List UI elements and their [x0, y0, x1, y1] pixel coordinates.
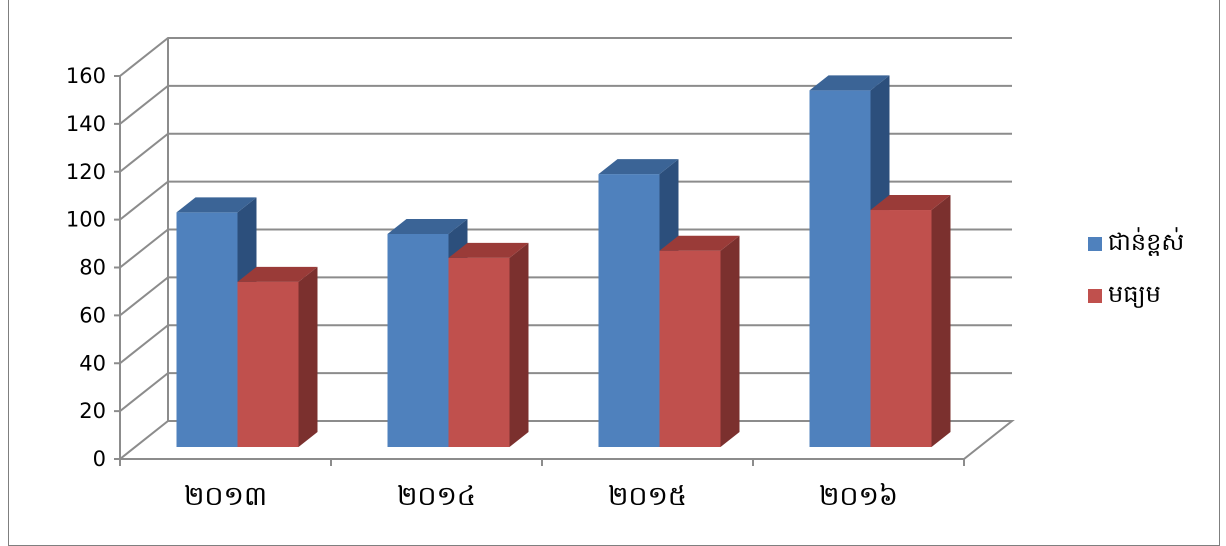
- legend-item-series-1: ជាន់ខ្ពស់: [1088, 228, 1184, 260]
- bar-front: [809, 90, 871, 448]
- legend-label-series-2: មធ្យម: [1108, 279, 1161, 308]
- y-tick-label: 80: [79, 256, 106, 280]
- axes: [114, 38, 965, 466]
- bar-side: [720, 235, 740, 447]
- bar-side: [931, 195, 951, 447]
- x-tick-label: ២០១៦: [819, 481, 898, 512]
- bar-top: [237, 266, 318, 282]
- bar-មធ្យម-២០១៤: [448, 242, 529, 447]
- y-axis-tick-labels: 0 20 40 60 80 100 120 140 160: [66, 64, 106, 471]
- bar-top: [176, 197, 257, 213]
- x-tick-label: ២០១៥: [608, 481, 687, 512]
- bar-top: [659, 235, 740, 251]
- bar-front: [237, 281, 299, 447]
- bar-top: [598, 159, 679, 175]
- y-tick-label: 20: [79, 399, 106, 423]
- bar-front: [448, 257, 510, 447]
- bar-front: [176, 212, 238, 447]
- bar-មធ្យម-២០១៥: [659, 235, 740, 447]
- legend-swatch-series-2: [1088, 289, 1102, 303]
- gridline: [119, 37, 1012, 77]
- bar-side: [298, 266, 318, 447]
- bar-front: [659, 250, 721, 447]
- x-tick-label: ២០១៤: [397, 481, 476, 512]
- y-tick-label: 60: [79, 303, 106, 327]
- y-tick-label: 100: [66, 208, 106, 232]
- bar-top: [387, 218, 468, 234]
- bar-top: [809, 75, 890, 91]
- y-tick-label: 160: [66, 64, 106, 88]
- y-tick-label: 120: [66, 160, 106, 184]
- y-tick-label: 40: [79, 351, 106, 375]
- x-axis-tick-labels: ២០១៣ ២០១៤ ២០១៥ ២០១៦: [184, 481, 898, 512]
- bar-top: [448, 242, 529, 258]
- y-tick-label: 0: [93, 447, 106, 471]
- bars: [176, 75, 951, 448]
- bar-side: [509, 242, 529, 447]
- y-tick-label: 140: [66, 112, 106, 136]
- bar-front: [870, 210, 932, 447]
- legend-item-series-2: មធ្យម: [1088, 280, 1184, 312]
- bar-top: [870, 195, 951, 211]
- legend-label-series-1: ជាន់ខ្ពស់: [1108, 227, 1185, 256]
- bar-front: [598, 174, 660, 448]
- bar-មធ្យម-២០១៣: [237, 266, 318, 447]
- bar-មធ្យម-២០១៦: [870, 195, 951, 447]
- bar-front: [387, 233, 449, 447]
- legend: ជាន់ខ្ពស់ មធ្យម: [1088, 228, 1184, 332]
- x-tick-label: ២០១៣: [184, 481, 267, 512]
- legend-swatch-series-1: [1088, 237, 1102, 251]
